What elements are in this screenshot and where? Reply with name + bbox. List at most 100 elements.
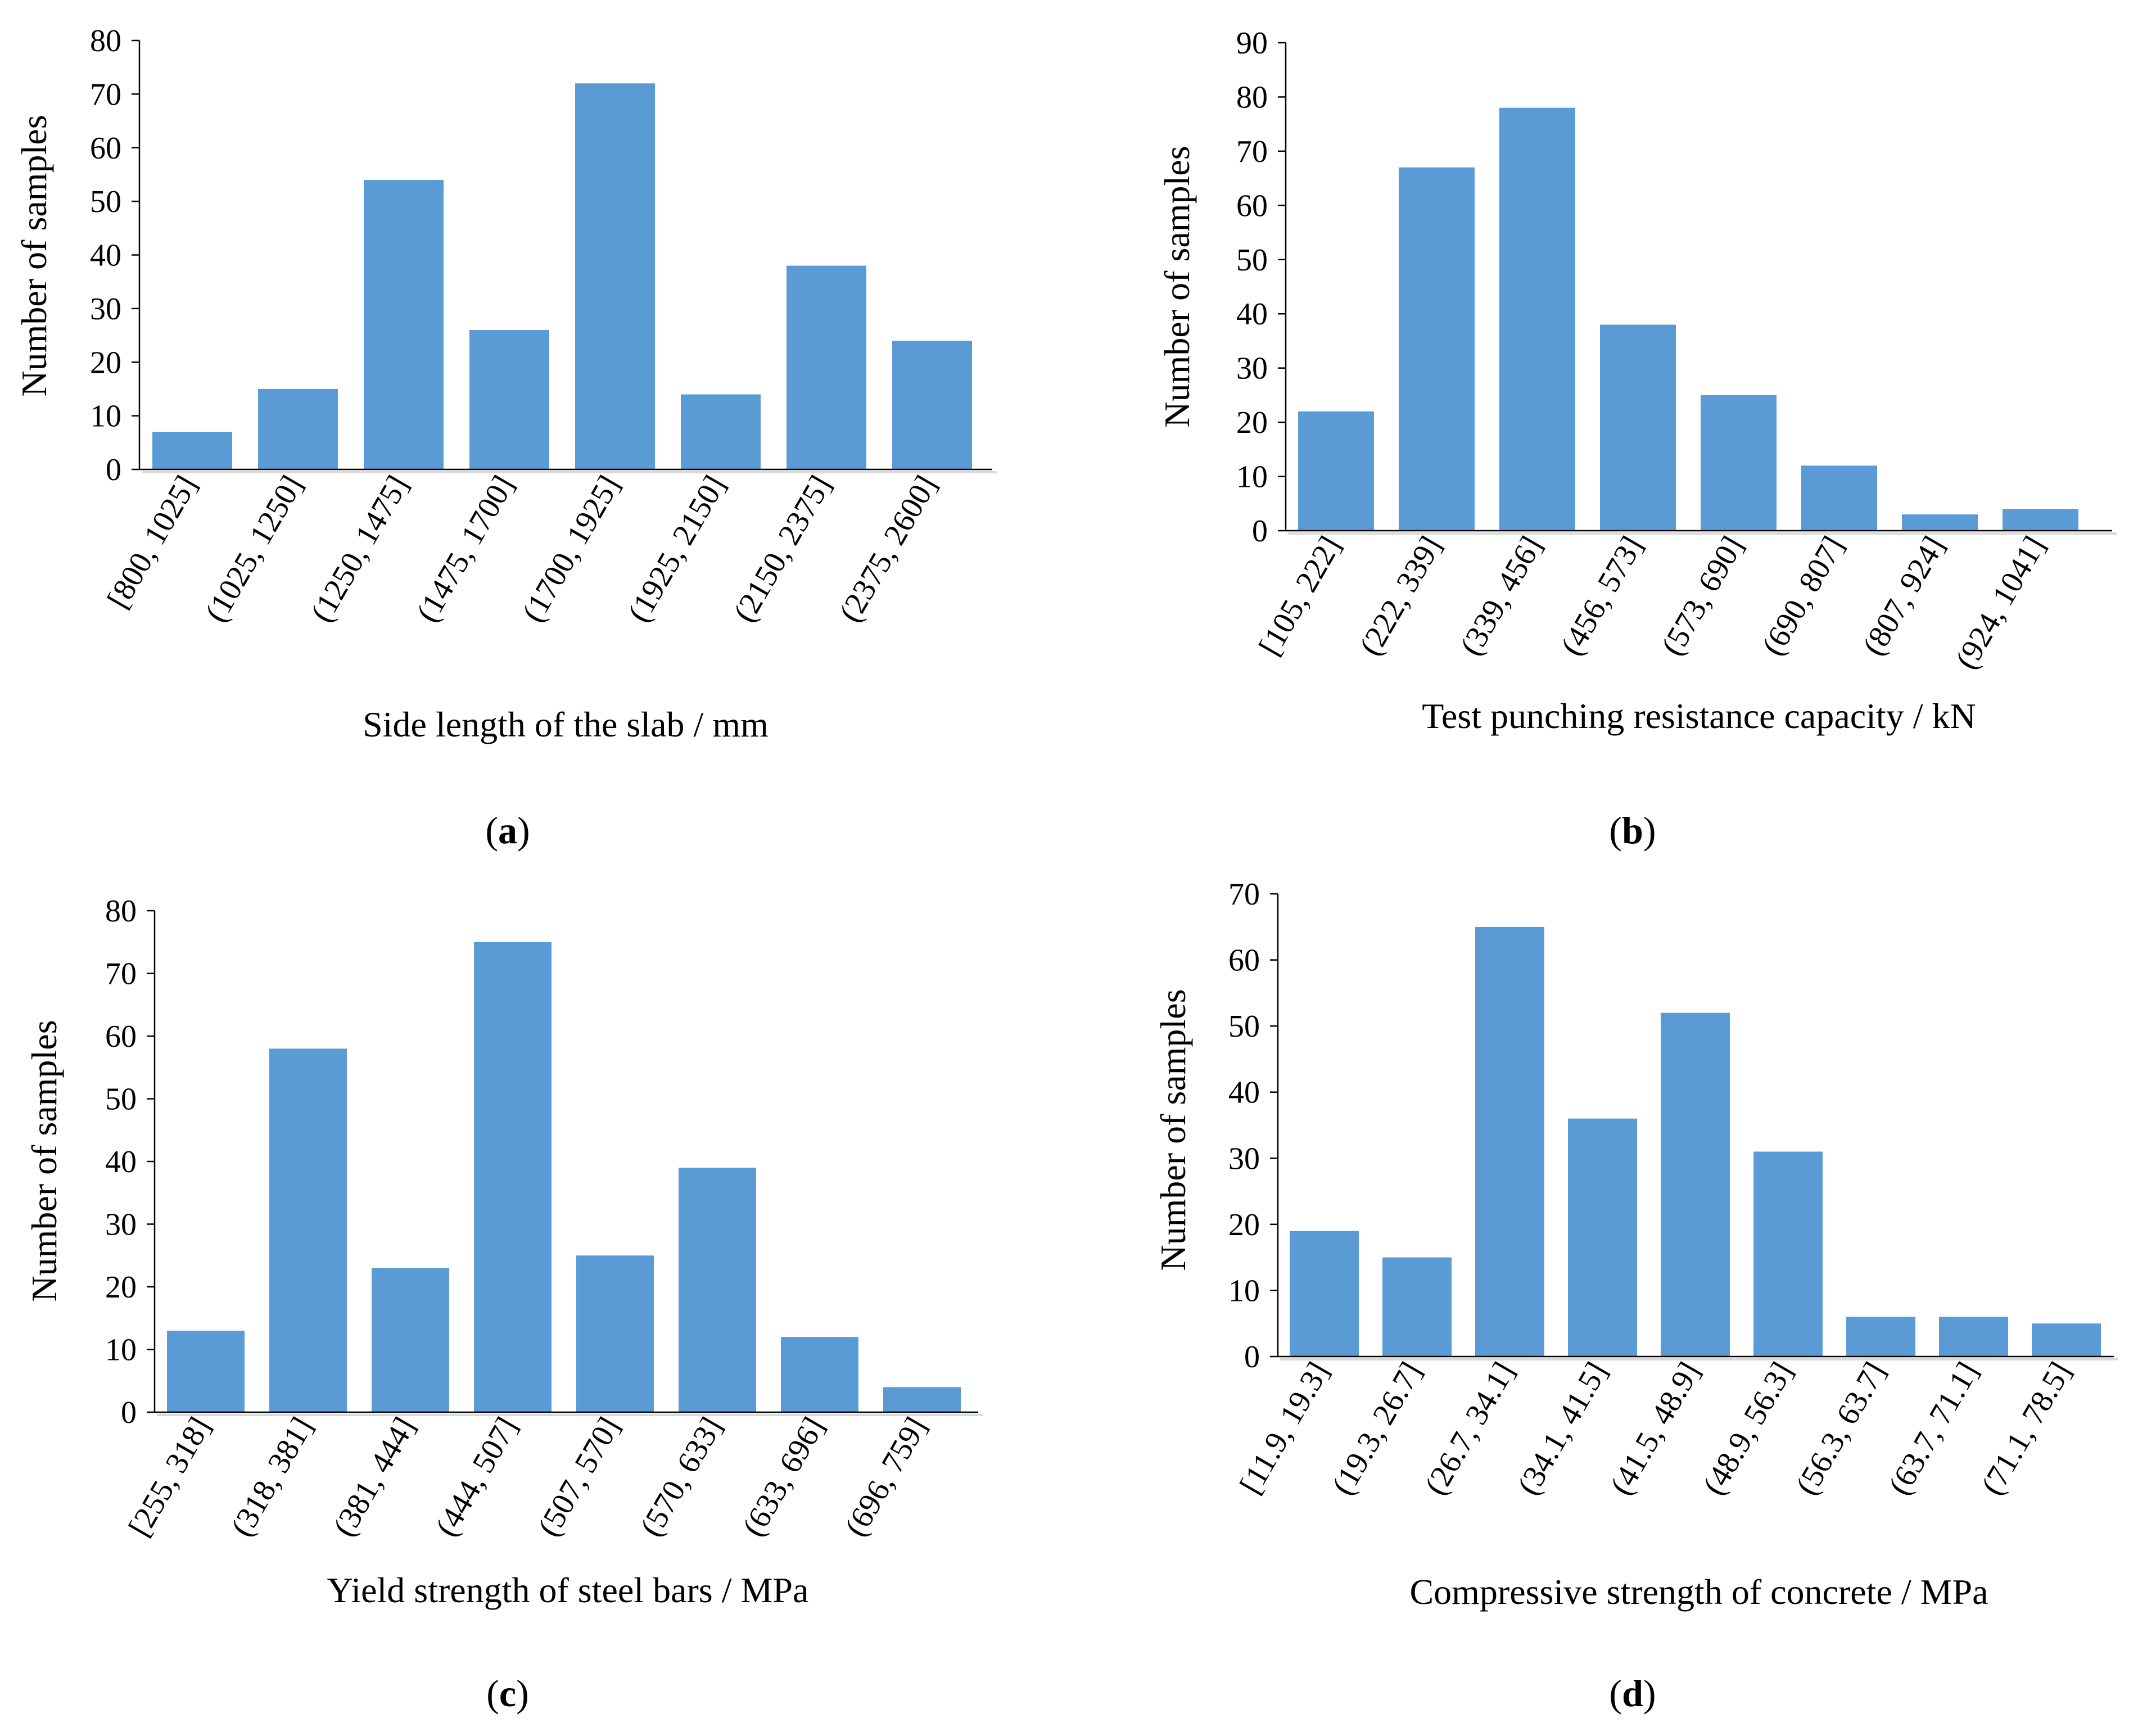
x-tick-label-a-8: (2375, 2600] [833, 470, 944, 629]
bar-c-1 [167, 1331, 245, 1412]
y-tick-label-b: 80 [1236, 80, 1268, 115]
x-tick-label-c-6: (570, 633] [634, 1412, 729, 1543]
y-tick-label-d: 50 [1228, 1009, 1260, 1044]
panel-label-a: (a) [485, 809, 530, 852]
bar-c-2 [269, 1048, 347, 1412]
y-axis-title-d: Number of samples [1153, 989, 1193, 1271]
x-tick-label-b-8: (924, 1041] [1949, 531, 2052, 675]
x-tick-label-b-5: (573, 690] [1655, 531, 1750, 662]
y-tick-label-b: 0 [1252, 514, 1268, 549]
x-tick-label-a-3: (1250, 1475] [304, 470, 415, 629]
panel-label-b: (b) [1609, 809, 1656, 852]
y-axis-title-b: Number of samples [1157, 146, 1197, 427]
bar-d-8 [1939, 1317, 2008, 1357]
y-tick-label-d: 70 [1228, 877, 1260, 912]
y-tick-label-d: 60 [1228, 943, 1260, 978]
bar-c-7 [781, 1337, 858, 1412]
x-tick-label-a-7: (2150, 2375] [727, 470, 838, 629]
bar-d-1 [1290, 1231, 1359, 1357]
bar-c-5 [576, 1255, 654, 1413]
x-tick-label-c-2: (318, 381] [224, 1412, 320, 1543]
y-tick-label-c: 80 [105, 894, 137, 929]
bar-a-3 [364, 180, 444, 469]
bar-c-4 [474, 942, 552, 1413]
bar-d-4 [1568, 1118, 1637, 1357]
x-tick-label-b-1: [105, 222] [1252, 531, 1348, 662]
x-axis-title-d: Compressive strength of concrete / MPa [1409, 1572, 1988, 1612]
x-axis-title-c: Yield strength of steel bars / MPa [327, 1570, 809, 1610]
bar-b-4 [1600, 324, 1676, 531]
y-tick-label-d: 20 [1228, 1208, 1260, 1242]
y-tick-label-c: 10 [105, 1333, 137, 1368]
bar-d-7 [1846, 1317, 1915, 1357]
bar-d-6 [1753, 1151, 1823, 1357]
bar-b-2 [1399, 167, 1475, 531]
y-tick-label-b: 10 [1236, 460, 1268, 495]
bar-b-7 [1902, 514, 1978, 531]
bar-c-3 [372, 1268, 449, 1412]
bar-d-5 [1661, 1012, 1730, 1357]
x-tick-label-c-1: [255, 318] [122, 1412, 218, 1543]
bar-a-5 [575, 83, 655, 470]
x-tick-label-d-3: (26.7, 34.1] [1418, 1357, 1521, 1501]
x-axis-title-a: Side length of the slab / mm [363, 704, 769, 744]
y-axis-title-c: Number of samples [24, 1020, 64, 1301]
x-tick-label-c-8: (696, 759] [838, 1412, 934, 1543]
x-tick-label-b-2: (222, 339] [1353, 531, 1448, 662]
panel-label-c: (c) [486, 1672, 529, 1715]
y-tick-label-a: 60 [90, 131, 121, 166]
x-tick-label-b-4: (456, 573] [1554, 531, 1649, 662]
x-tick-label-a-4: (1475, 1700] [410, 470, 521, 629]
bar-b-3 [1499, 107, 1575, 531]
y-tick-label-a: 50 [90, 184, 121, 219]
bar-c-6 [679, 1168, 756, 1412]
y-tick-label-d: 0 [1244, 1340, 1260, 1375]
bar-b-5 [1701, 395, 1777, 531]
bar-b-1 [1298, 411, 1374, 531]
bar-a-7 [787, 265, 866, 469]
x-tick-label-b-7: (807, 924] [1856, 531, 1951, 662]
y-tick-label-a: 10 [90, 399, 121, 434]
x-tick-label-c-7: (633, 696] [736, 1412, 831, 1543]
x-axis-title-b: Test punching resistance capacity / kN [1422, 696, 1976, 736]
y-tick-label-c: 0 [121, 1395, 137, 1430]
x-tick-label-d-6: (48.9, 56.3] [1696, 1357, 1800, 1501]
x-tick-label-b-3: (339, 456] [1453, 531, 1549, 662]
chart-panel-a: 0 10 20 30 40 50 60 70 80 [800, 1025](1025, 1250]… [14, 24, 997, 852]
bar-a-2 [258, 388, 338, 469]
bar-a-8 [892, 341, 972, 469]
chart-panel-c: 0 10 20 30 40 50 60 70 80 [255, 318] (318, 381] (38… [24, 894, 983, 1715]
y-tick-label-d: 10 [1228, 1273, 1260, 1308]
y-tick-label-d: 40 [1228, 1075, 1260, 1110]
x-tick-label-d-8: (63.7, 71.1] [1882, 1357, 1985, 1501]
y-tick-label-c: 50 [105, 1082, 137, 1117]
bar-a-6 [681, 394, 761, 469]
x-tick-label-d-1: [11.9, 19.3] [1233, 1357, 1336, 1500]
x-tick-label-d-5: (41.5, 48.9] [1603, 1357, 1707, 1501]
y-tick-label-b: 70 [1236, 134, 1268, 169]
y-tick-label-b: 40 [1236, 297, 1268, 332]
x-tick-label-d-9: (71.1, 78.5] [1974, 1357, 2078, 1501]
y-tick-label-c: 70 [105, 957, 137, 992]
y-axis-title-a: Number of samples [14, 115, 54, 396]
x-tick-label-d-7: (56.3, 63.7] [1789, 1357, 1892, 1501]
y-tick-label-b: 50 [1236, 243, 1268, 278]
y-tick-label-b: 90 [1236, 26, 1268, 61]
bar-d-2 [1382, 1257, 1452, 1357]
x-tick-label-a-6: (1925, 2150] [621, 470, 733, 629]
y-tick-label-b: 30 [1236, 351, 1268, 386]
bar-a-1 [152, 432, 232, 469]
y-tick-label-b: 60 [1236, 188, 1268, 223]
panel-label-d: (d) [1609, 1672, 1656, 1715]
y-tick-label-c: 20 [105, 1270, 137, 1305]
x-tick-label-a-1: [800, 1025] [101, 470, 204, 614]
x-tick-label-d-4: (34.1, 41.5] [1511, 1357, 1614, 1501]
y-tick-label-c: 40 [105, 1145, 137, 1179]
y-tick-label-d: 30 [1228, 1141, 1260, 1176]
y-tick-label-a: 70 [90, 77, 121, 112]
bar-a-4 [469, 330, 549, 469]
y-tick-label-c: 60 [105, 1019, 137, 1054]
